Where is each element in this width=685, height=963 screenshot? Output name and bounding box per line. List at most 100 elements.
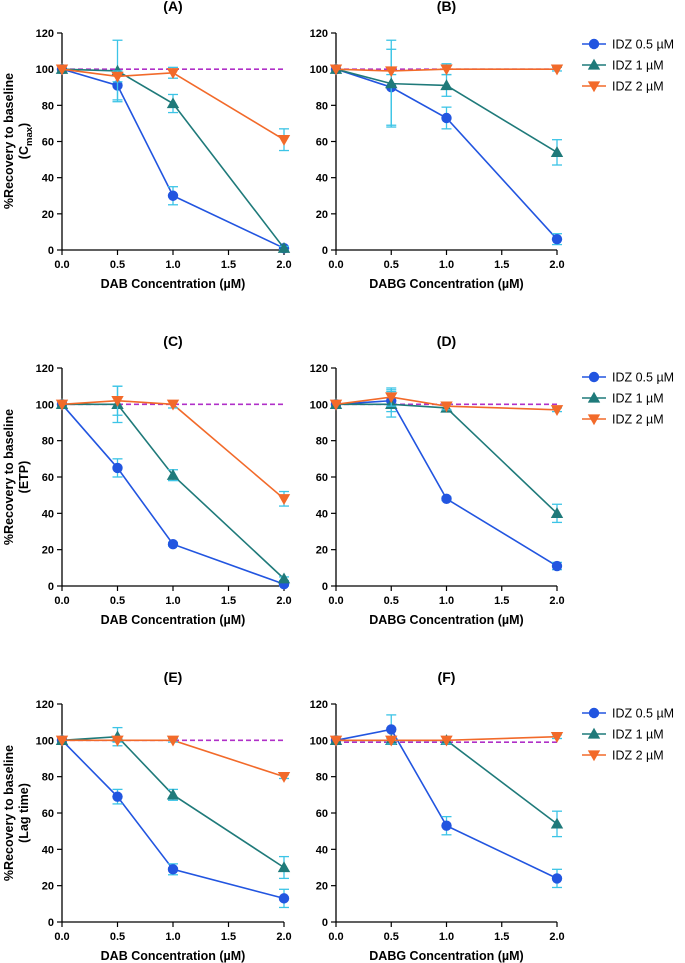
y-tick-label: 60 (42, 137, 54, 149)
legend-row-1: IDZ 0.5 µM IDZ 1 µM IDZ 2 µM (582, 38, 674, 94)
y-tick-label: 40 (42, 508, 54, 520)
series-idz05 (56, 735, 290, 909)
series-idz1 (55, 726, 291, 880)
x-tick-label: 1.0 (439, 931, 454, 943)
data-point (550, 146, 564, 157)
x-tick-label: 1.5 (494, 259, 509, 271)
y-axis-title-line2: (Cmax) (17, 123, 35, 159)
y-tick-label: 0 (48, 917, 54, 929)
x-tick-label: 0.0 (54, 595, 69, 607)
series-idz2 (329, 387, 564, 416)
data-point (385, 392, 398, 404)
x-tick-label: 1.0 (165, 595, 180, 607)
legend-marker (587, 727, 601, 739)
data-point (166, 97, 180, 109)
x-tick-label: 0.5 (384, 259, 399, 271)
data-point (441, 820, 452, 831)
x-tick-label: 1.5 (221, 259, 236, 271)
y-axis-title-line1: %Recovery to baseline (2, 409, 16, 545)
series-idz2 (55, 64, 291, 152)
x-tick-label: 0.5 (110, 931, 125, 943)
data-point (167, 864, 179, 875)
data-point (277, 494, 291, 505)
y-tick-label: 120 (36, 699, 54, 711)
data-point (111, 71, 124, 83)
data-point (55, 64, 69, 76)
x-tick-label: 2.0 (276, 931, 291, 943)
y-tick-label: 40 (42, 173, 54, 185)
x-tick-label: 2.0 (276, 595, 291, 607)
series-idz1 (329, 39, 564, 166)
legend-label: IDZ 0.5 µM (612, 38, 674, 52)
series-line (61, 399, 285, 500)
y-tick-label: 120 (310, 363, 328, 375)
x-axis-title: DABG Concentration (µM) (369, 277, 523, 291)
x-tick-label: 1.5 (494, 595, 509, 607)
series-idz2 (329, 63, 564, 78)
data-point (329, 64, 343, 76)
data-point (166, 68, 180, 79)
y-tick-label: 0 (48, 581, 54, 593)
y-tick-label: 80 (316, 772, 328, 784)
y-tick-label: 40 (316, 173, 328, 185)
data-point (277, 772, 291, 783)
y-tick-label: 60 (316, 808, 328, 820)
y-tick-label: 20 (316, 209, 328, 221)
x-axis-title: DAB Concentration (µM) (101, 613, 246, 627)
data-point (385, 77, 398, 89)
panel-title: (B) (437, 0, 456, 14)
y-tick-label: 0 (48, 245, 54, 257)
y-tick-label: 100 (310, 735, 328, 747)
y-tick-label: 60 (42, 808, 54, 820)
y-tick-label: 100 (310, 64, 328, 76)
series-line (62, 403, 285, 580)
series-idz05 (330, 714, 563, 889)
y-tick-label: 120 (310, 699, 328, 711)
x-tick-label: 2.0 (549, 931, 564, 943)
y-tick-label: 100 (310, 399, 328, 411)
x-tick-label: 2.0 (549, 259, 564, 271)
legend-marker (588, 707, 600, 719)
legend-marker (587, 414, 601, 426)
data-point (329, 399, 343, 411)
y-tick-label: 100 (36, 735, 54, 747)
y-tick-label: 0 (322, 581, 328, 593)
x-tick-label: 0.0 (328, 595, 343, 607)
x-tick-label: 0.0 (328, 931, 343, 943)
x-tick-label: 0.5 (384, 931, 399, 943)
data-point (385, 66, 398, 78)
data-point (277, 241, 291, 253)
y-axis-title-line1: %Recovery to baseline (2, 73, 16, 209)
data-point (112, 791, 123, 802)
legend-label: IDZ 1 µM (612, 59, 664, 73)
y-tick-label: 20 (42, 881, 54, 893)
series-line (336, 735, 558, 742)
series-idz05 (330, 389, 563, 572)
data-point (55, 399, 69, 411)
data-point (278, 893, 290, 904)
data-point (441, 493, 452, 504)
series-line (61, 739, 285, 900)
data-point (550, 507, 564, 518)
y-tick-label: 0 (322, 917, 328, 929)
series-idz2 (55, 735, 291, 783)
y-tick-label: 40 (316, 844, 328, 856)
chart-panel-f: (F) 0 20 40 60 80 100 120 0.0 0.5 1.0 1.5 2.0 DABG Co… (310, 669, 565, 963)
data-point (167, 539, 179, 550)
data-point (440, 401, 453, 413)
data-point (277, 861, 291, 873)
x-tick-label: 1.0 (165, 931, 180, 943)
x-tick-label: 1.5 (494, 931, 509, 943)
x-axis-title: DAB Concentration (µM) (101, 277, 246, 291)
legend-marker (587, 81, 601, 93)
y-tick-label: 60 (316, 472, 328, 484)
data-point (550, 64, 564, 76)
legend-label: IDZ 2 µM (612, 749, 664, 763)
panel-title: (E) (164, 669, 183, 685)
data-point (329, 735, 343, 747)
y-tick-label: 60 (316, 137, 328, 149)
x-tick-label: 0.5 (384, 595, 399, 607)
x-tick-label: 1.0 (165, 259, 180, 271)
panel-title: (C) (163, 333, 182, 349)
